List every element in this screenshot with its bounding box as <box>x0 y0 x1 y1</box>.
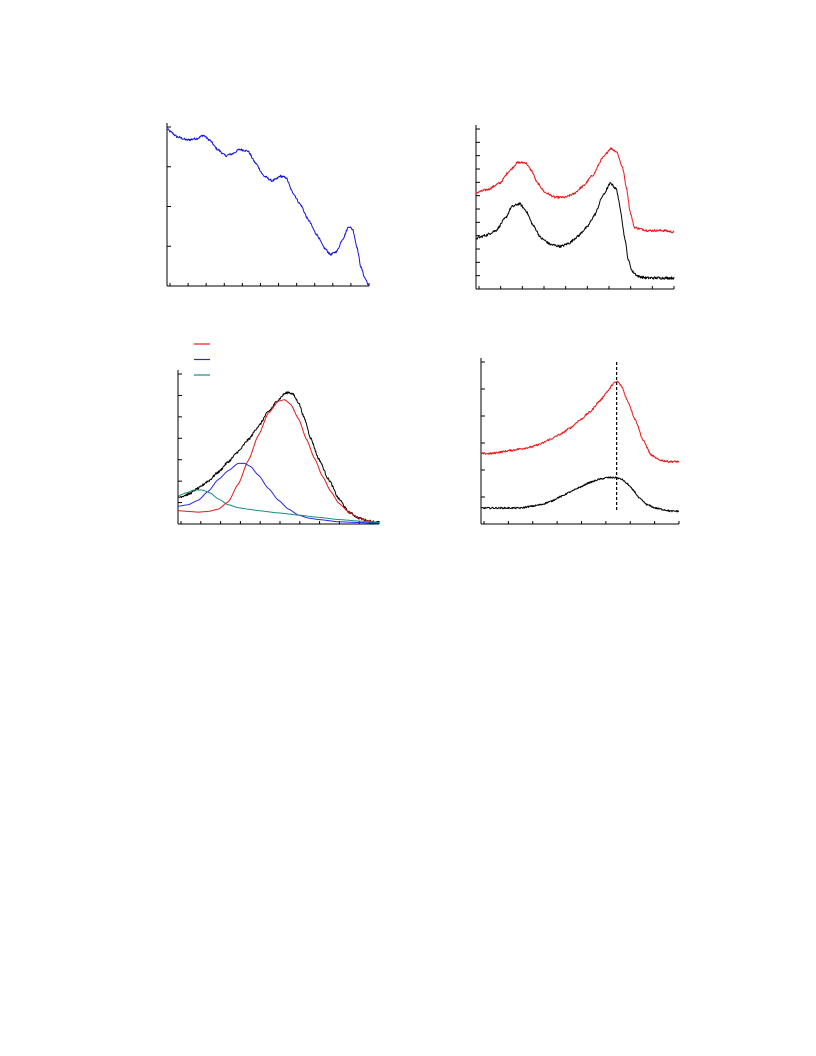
panel-bottom-left <box>177 343 380 525</box>
series-line-black-1 <box>480 476 680 513</box>
panel-top-right <box>475 125 675 290</box>
panel-top-left <box>166 123 370 287</box>
series-line-teal-3 <box>177 489 380 524</box>
series-line-fit_blue-2 <box>177 462 380 524</box>
series-line-black-0 <box>177 391 380 524</box>
panel-bottom-right <box>480 358 680 525</box>
series-line-red-0 <box>480 380 680 464</box>
series-line-blue-0 <box>166 128 370 286</box>
series-line-red-1 <box>177 399 380 524</box>
series-line-black-1 <box>475 182 675 280</box>
series-line-red-0 <box>475 147 675 234</box>
